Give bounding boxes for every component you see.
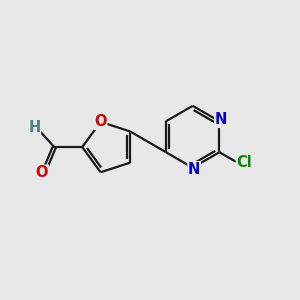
Text: O: O <box>36 165 48 180</box>
Text: O: O <box>94 114 107 129</box>
Text: N: N <box>215 112 227 127</box>
Text: N: N <box>188 162 200 177</box>
Text: H: H <box>28 120 40 135</box>
Text: Cl: Cl <box>236 155 252 170</box>
